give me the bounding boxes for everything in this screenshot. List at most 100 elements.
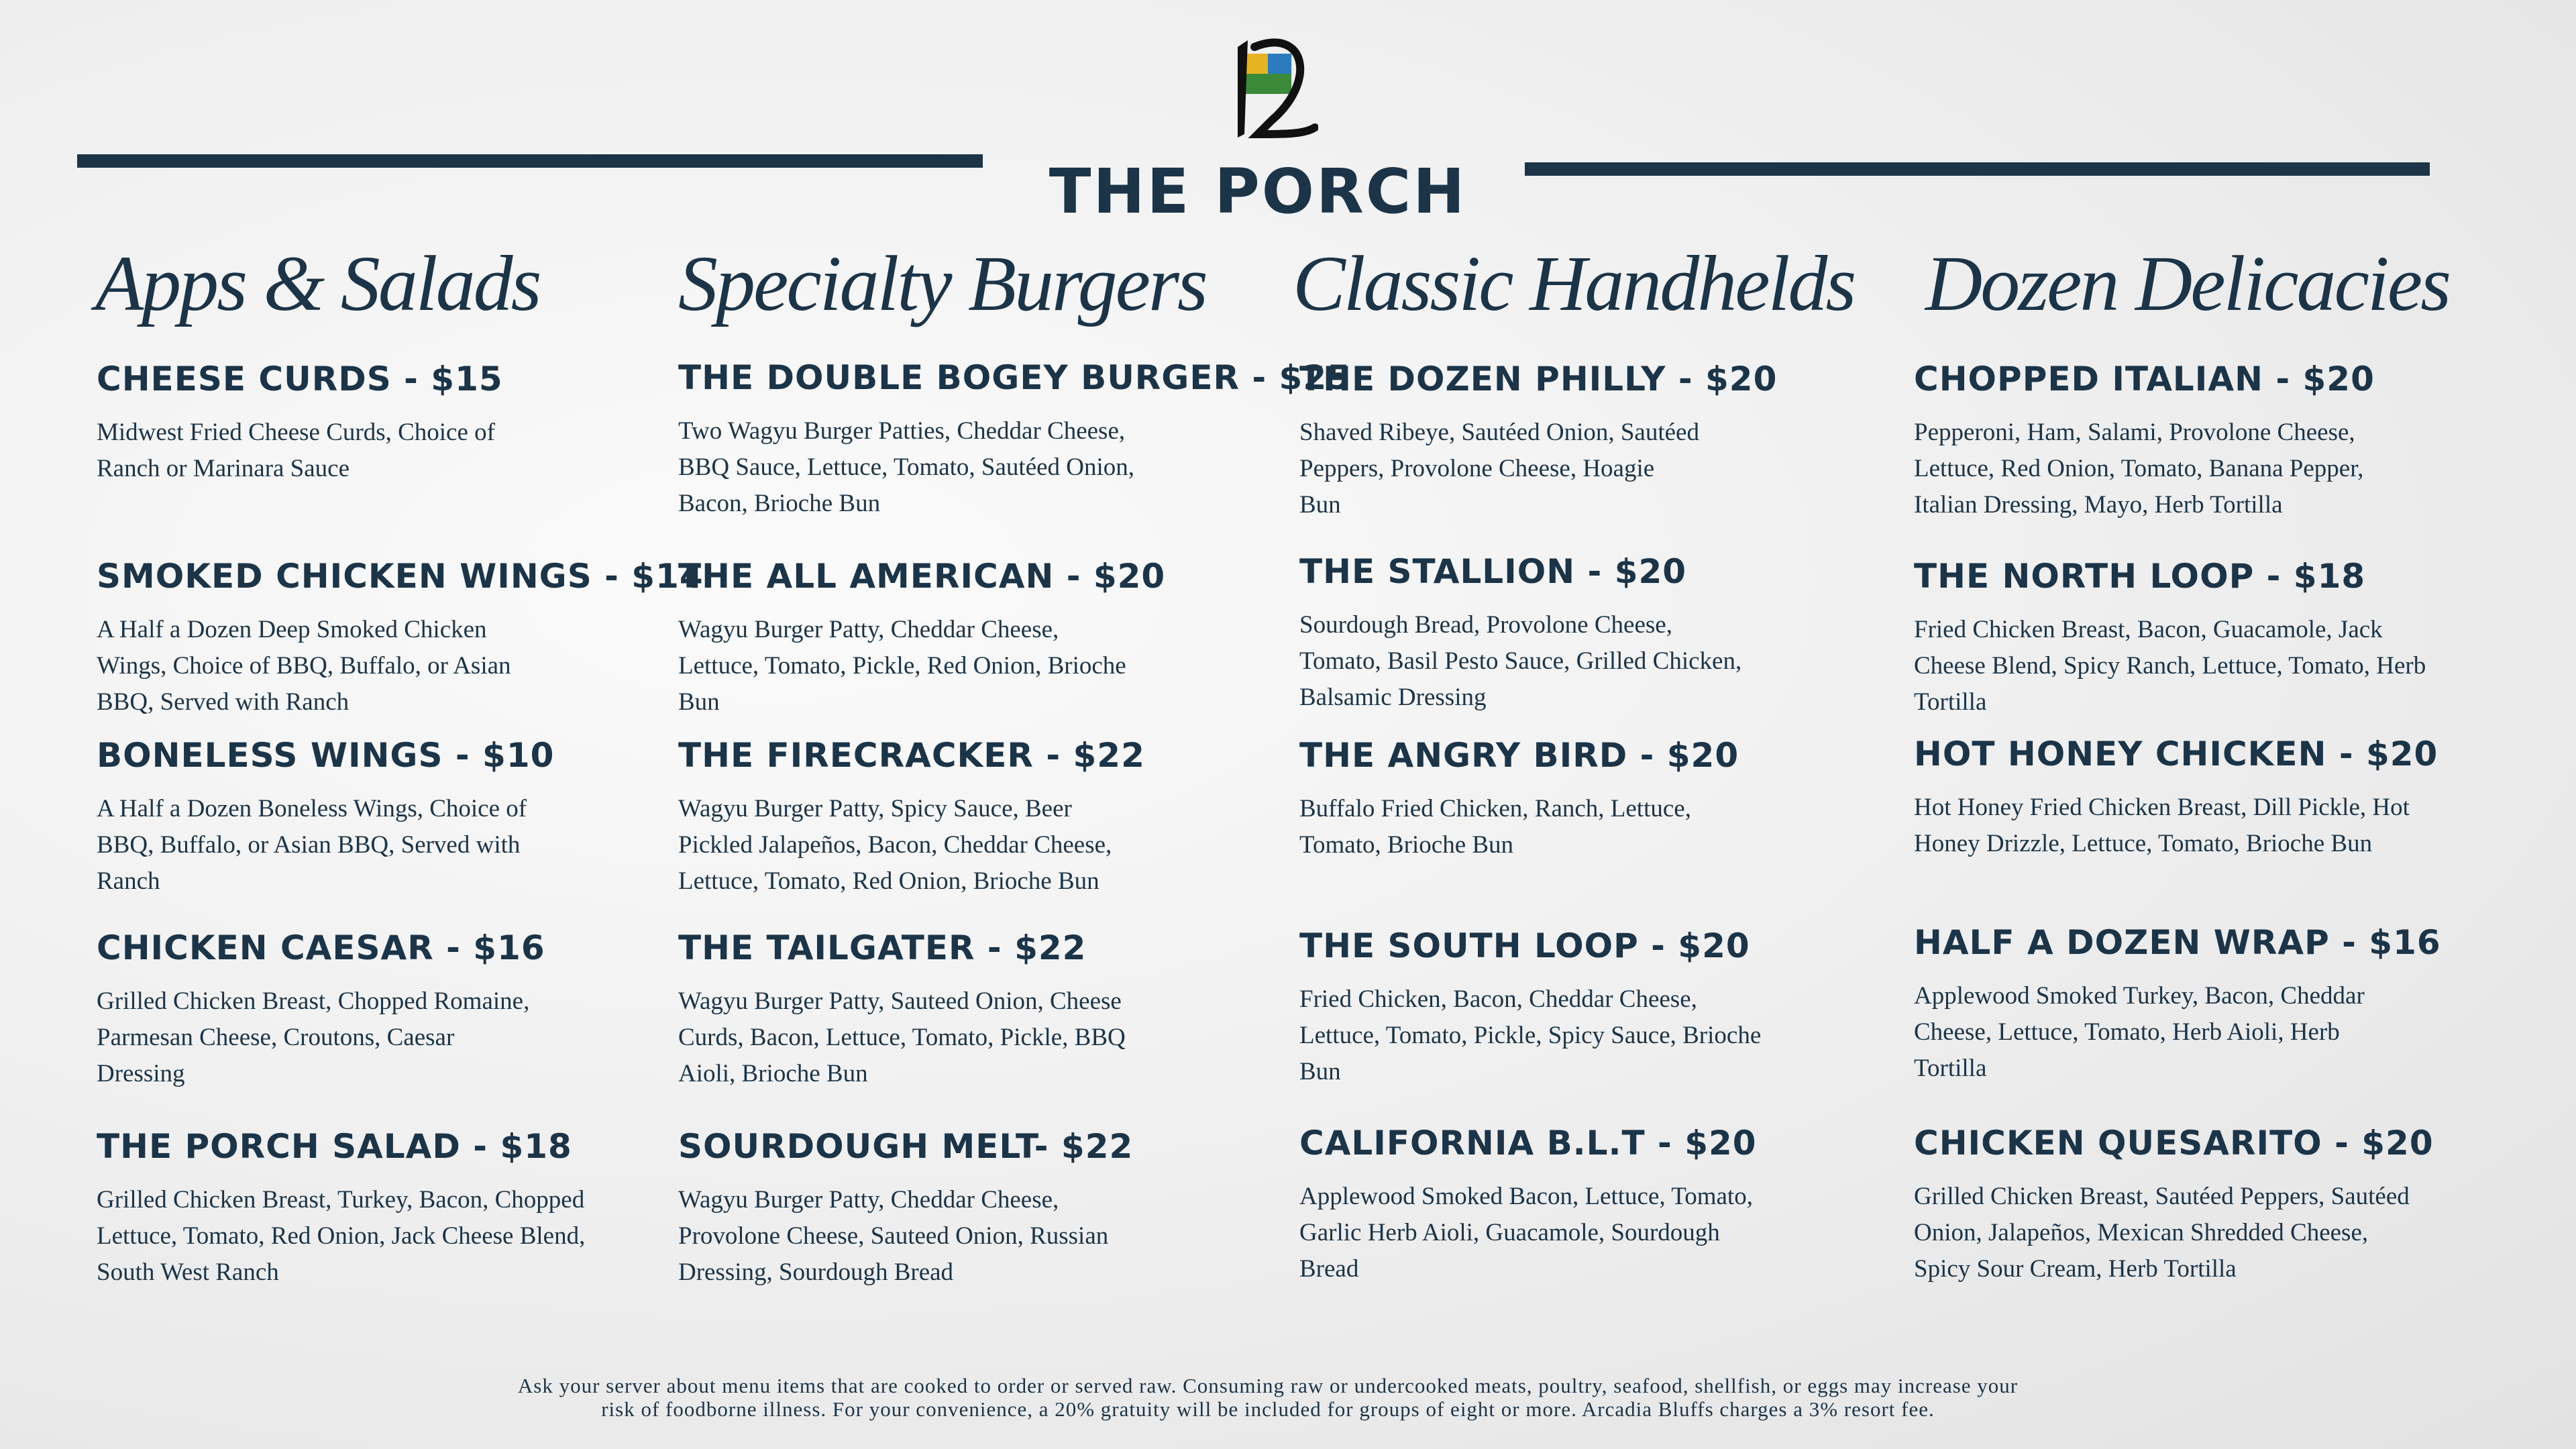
item-description: Two Wagyu Burger Patties, Cheddar Cheese… xyxy=(678,413,1351,522)
menu-item: CHOPPED ITALIAN - $20 Pepperoni, Ham, Sal… xyxy=(1914,360,2375,523)
menu-title: THE PORCH xyxy=(1049,156,1467,227)
item-name: CHEESE CURDS - $15 xyxy=(97,360,503,398)
item-name: BONELESS WINGS - $10 xyxy=(97,736,555,775)
footer-line: risk of foodborne illness. For your conv… xyxy=(601,1397,1935,1421)
description-line: BBQ, Served with Ranch xyxy=(97,688,350,716)
item-name: THE TAILGATER - $22 xyxy=(678,928,1087,967)
item-name: THE DOZEN PHILLY - $20 xyxy=(1299,360,1778,398)
description-line: Wagyu Burger Patty, Spicy Sauce, Beer xyxy=(678,795,1072,822)
column-heading: Apps & Salads xyxy=(95,239,541,327)
description-line: A Half a Dozen Deep Smoked Chicken xyxy=(97,616,487,643)
description-line: Wagyu Burger Patty, Sauteed Onion, Chees… xyxy=(678,987,1122,1015)
description-line: Lettuce, Tomato, Red Onion, Brioche Bun xyxy=(678,867,1099,895)
footer-line: Ask your server about menu items that ar… xyxy=(517,1374,2019,1397)
description-line: Aioli, Brioche Bun xyxy=(678,1060,868,1087)
menu-item: THE ANGRY BIRD - $20 Buffalo Fried Chicke… xyxy=(1299,736,1739,863)
menu-item: THE PORCH SALAD - $18 Grilled Chicken Bre… xyxy=(97,1127,585,1291)
description-line: A Half a Dozen Boneless Wings, Choice of xyxy=(97,795,527,822)
description-line: Lettuce, Tomato, Pickle, Spicy Sauce, Br… xyxy=(1299,1022,1762,1049)
description-line: Peppers, Provolone Cheese, Hoagie xyxy=(1299,455,1655,482)
menu-item: THE NORTH LOOP - $18 Fried Chicken Breast… xyxy=(1914,557,2426,720)
description-line: Onion, Jalapeños, Mexican Shredded Chees… xyxy=(1914,1219,2369,1246)
item-description: Fried Chicken, Bacon, Cheddar Cheese, Let… xyxy=(1299,981,1761,1090)
item-description: Applewood Smoked Turkey, Bacon, Cheddar C… xyxy=(1914,978,2441,1087)
column-heading: Specialty Burgers xyxy=(678,239,1208,327)
description-line: Tomato, Basil Pesto Sauce, Grilled Chick… xyxy=(1299,647,1742,675)
item-name: SOURDOUGH MELT- $22 xyxy=(678,1127,1134,1166)
description-line: Honey Drizzle, Lettuce, Tomato, Brioche … xyxy=(1914,830,2373,857)
description-line: Two Wagyu Burger Patties, Cheddar Cheese… xyxy=(678,417,1126,445)
menu-item: THE DOUBLE BOGEY BURGER - $25 Two Wagyu B… xyxy=(678,358,1351,522)
item-description: Shaved Ribeye, Sautéed Onion, Sautéed Pep… xyxy=(1299,415,1777,523)
item-name: CALIFORNIA B.L.T - $20 xyxy=(1299,1124,1757,1163)
description-line: Bun xyxy=(1299,491,1341,519)
description-line: Balsamic Dressing xyxy=(1299,684,1487,711)
menu-item: THE SOUTH LOOP - $20 Fried Chicken, Bacon… xyxy=(1299,926,1761,1090)
footer: Ask your server about menu items that ar… xyxy=(0,1374,2536,1421)
menu-item: THE DOZEN PHILLY - $20 Shaved Ribeye, Sau… xyxy=(1299,360,1777,523)
item-name: CHICKEN QUESARITO - $20 xyxy=(1914,1124,2434,1163)
description-line: Fried Chicken, Bacon, Cheddar Cheese, xyxy=(1299,985,1697,1013)
description-line: BBQ Sauce, Lettuce, Tomato, Sautéed Onio… xyxy=(678,453,1135,481)
description-line: Midwest Fried Cheese Curds, Choice of xyxy=(97,419,495,446)
description-line: Bun xyxy=(678,688,720,716)
item-description: A Half a Dozen Boneless Wings, Choice of… xyxy=(97,791,554,900)
item-description: Grilled Chicken Breast, Chopped Romaine,… xyxy=(97,983,545,1092)
item-description: A Half a Dozen Deep Smoked Chicken Wings,… xyxy=(97,612,704,720)
item-name: THE NORTH LOOP - $18 xyxy=(1914,557,2366,596)
item-name: THE SOUTH LOOP - $20 xyxy=(1299,926,1750,965)
description-line: Grilled Chicken Breast, Turkey, Bacon, C… xyxy=(97,1186,585,1214)
description-line: Bun xyxy=(1299,1058,1341,1085)
description-line: Grilled Chicken Breast, Sautéed Peppers,… xyxy=(1914,1183,2410,1210)
description-line: Curds, Bacon, Lettuce, Tomato, Pickle, B… xyxy=(678,1024,1126,1051)
menu-item: CHICKEN QUESARITO - $20 Grilled Chicken B… xyxy=(1914,1124,2434,1287)
description-line: Tortilla xyxy=(1914,688,1987,716)
description-line: Ranch xyxy=(97,867,160,895)
item-name: THE FIRECRACKER - $22 xyxy=(678,736,1145,775)
description-line: BBQ, Buffalo, or Asian BBQ, Served with xyxy=(97,831,521,859)
item-name: SMOKED CHICKEN WINGS - $14 xyxy=(97,557,704,596)
logo xyxy=(1238,38,1318,139)
item-name: THE STALLION - $20 xyxy=(1299,552,1687,591)
menu-item: CHEESE CURDS - $15 Midwest Fried Cheese C… xyxy=(97,360,503,487)
divider-bar xyxy=(77,154,983,168)
menu-item: THE ALL AMERICAN - $20 Wagyu Burger Patty… xyxy=(678,557,1165,720)
description-line: Wagyu Burger Patty, Cheddar Cheese, xyxy=(678,1186,1059,1214)
menu-item: THE STALLION - $20 Sourdough Bread, Provo… xyxy=(1299,552,1741,716)
menu-item: THE TAILGATER - $22 Wagyu Burger Patty, S… xyxy=(678,928,1126,1092)
description-line: Parmesan Cheese, Croutons, Caesar xyxy=(97,1024,455,1051)
item-name: HALF A DOZEN WRAP - $16 xyxy=(1914,923,2441,962)
description-line: Lettuce, Tomato, Pickle, Red Onion, Brio… xyxy=(678,652,1126,680)
item-name: THE DOUBLE BOGEY BURGER - $25 xyxy=(678,358,1351,397)
item-description: Grilled Chicken Breast, Sautéed Peppers,… xyxy=(1914,1179,2434,1287)
item-description: Hot Honey Fried Chicken Breast, Dill Pic… xyxy=(1914,790,2438,862)
description-line: Buffalo Fried Chicken, Ranch, Lettuce, xyxy=(1299,795,1691,822)
description-line: Spicy Sour Cream, Herb Tortilla xyxy=(1914,1255,2237,1283)
item-description: Grilled Chicken Breast, Turkey, Bacon, C… xyxy=(97,1182,585,1291)
description-line: Dressing xyxy=(97,1060,185,1087)
item-name: HOT HONEY CHICKEN - $20 xyxy=(1914,735,2438,773)
description-line: Wagyu Burger Patty, Cheddar Cheese, xyxy=(678,616,1059,643)
item-name: CHOPPED ITALIAN - $20 xyxy=(1914,360,2375,398)
description-line: Ranch or Marinara Sauce xyxy=(97,455,350,482)
item-description: Pepperoni, Ham, Salami, Provolone Cheese… xyxy=(1914,415,2375,523)
description-line: Lettuce, Red Onion, Tomato, Banana Peppe… xyxy=(1914,455,2364,482)
description-line: Garlic Herb Aioli, Guacamole, Sourdough xyxy=(1299,1219,1720,1246)
item-description: Wagyu Burger Patty, Cheddar Cheese, Lettu… xyxy=(678,612,1165,720)
divider-bar xyxy=(1525,162,2430,176)
description-line: Pickled Jalapeños, Bacon, Cheddar Cheese… xyxy=(678,831,1112,859)
item-description: Midwest Fried Cheese Curds, Choice of Ran… xyxy=(97,415,503,487)
item-name: THE PORCH SALAD - $18 xyxy=(97,1127,572,1166)
description-line: Bacon, Brioche Bun xyxy=(678,490,881,517)
menu-item: BONELESS WINGS - $10 A Half a Dozen Bonel… xyxy=(97,736,554,900)
item-description: Applewood Smoked Bacon, Lettuce, Tomato,… xyxy=(1299,1179,1757,1287)
description-line: Wings, Choice of BBQ, Buffalo, or Asian xyxy=(97,652,511,680)
description-line: Grilled Chicken Breast, Chopped Romaine, xyxy=(97,987,530,1015)
description-line: South West Ranch xyxy=(97,1258,279,1286)
menu-item: HALF A DOZEN WRAP - $16 Applewood Smoked … xyxy=(1914,923,2441,1087)
description-line: Sourdough Bread, Provolone Cheese, xyxy=(1299,611,1672,639)
description-line: Tomato, Brioche Bun xyxy=(1299,831,1514,859)
description-line: Italian Dressing, Mayo, Herb Tortilla xyxy=(1914,491,2283,519)
description-line: Applewood Smoked Bacon, Lettuce, Tomato, xyxy=(1299,1183,1753,1210)
menu-item: CHICKEN CAESAR - $16 Grilled Chicken Brea… xyxy=(97,928,545,1092)
